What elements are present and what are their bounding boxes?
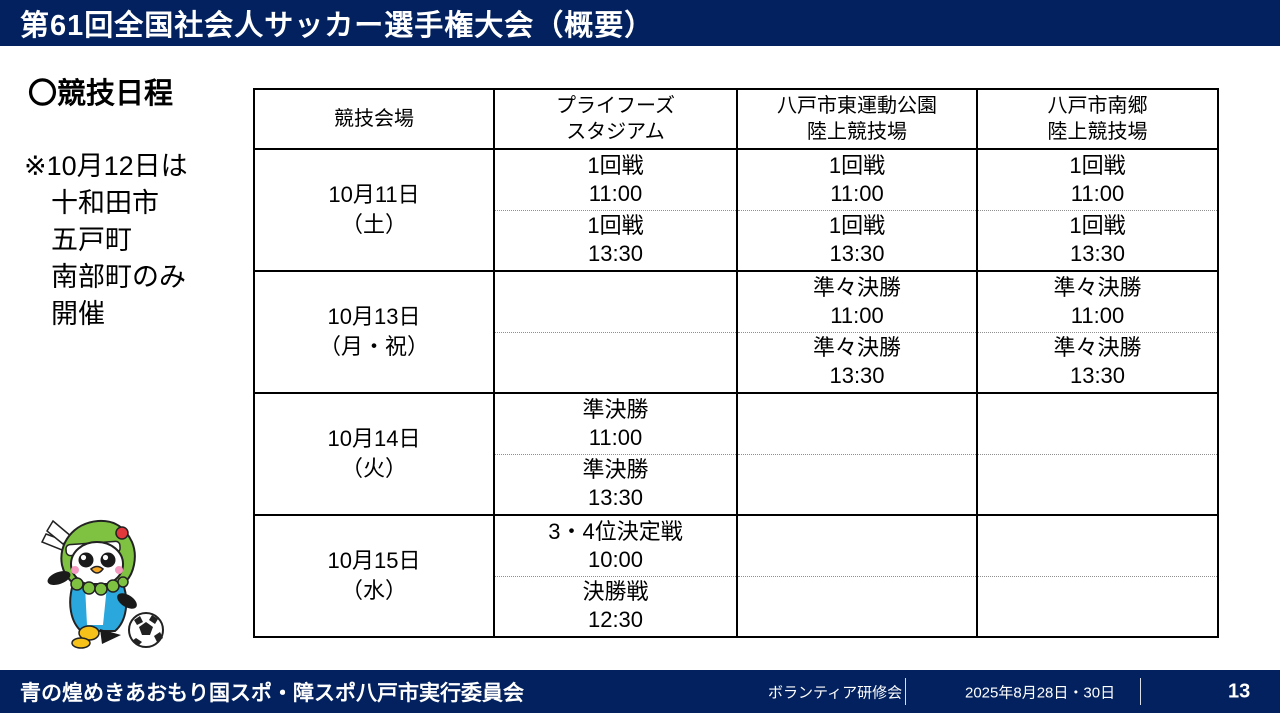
schedule-cell (976, 575, 1219, 638)
footer-divider (905, 678, 906, 705)
page-number: 13 (1228, 680, 1251, 702)
schedule-cell (976, 392, 1219, 455)
mascot-character (36, 512, 172, 660)
event-label: 1回戦 (1069, 213, 1126, 239)
schedule-cell: 1回戦 13:30 (976, 209, 1219, 272)
time-label: 11:00 (830, 180, 884, 206)
event-label: 1回戦 (587, 152, 644, 178)
time-label: 13:30 (829, 241, 885, 267)
footer-date: 2025年8月28日・30日 (965, 684, 1116, 701)
schedule-cell: 1回戦 11:00 (493, 148, 738, 211)
time-label: 11:00 (830, 302, 884, 328)
table-row: 準決勝 13:30 (254, 453, 1219, 516)
note-line: ※10月12日は (24, 151, 188, 181)
soccer-ball-icon (128, 612, 164, 648)
schedule-cell (736, 514, 978, 577)
time-label: 11:00 (588, 424, 643, 450)
time-label: 11:00 (1070, 302, 1125, 328)
table-row: 10月14日 （火） 準決勝 11:00 (253, 392, 1219, 516)
table-row: 1回戦 13:30 1回戦 13:30 1回戦 13:30 (254, 209, 1219, 272)
event-label: 準決勝 (582, 396, 649, 422)
date-cell: 10月13日 （月・祝） (253, 270, 495, 394)
schedule-cell (736, 392, 978, 455)
schedule-cell (976, 453, 1219, 516)
section-heading: 〇競技日程 (28, 78, 174, 110)
schedule-cell: 準決勝 13:30 (493, 453, 738, 516)
time-label: 13:30 (1069, 363, 1126, 389)
table-row: 10月15日 （水） 3・4位決定戦 10:00 (253, 514, 1219, 638)
column-header-venue: 競技会場 (253, 88, 495, 150)
event-label: 3・4位決定戦 (548, 518, 683, 544)
time-label: 13:30 (587, 241, 644, 267)
date-cell: 10月14日 （火） (253, 392, 495, 516)
note-line: 南部町のみ (51, 262, 186, 292)
table-row: 10月11日 （土） 1回戦 11:00 1回戦 11:00 1回戦 11:00 (253, 148, 1219, 272)
schedule-cell: 決勝戦 12:30 (493, 575, 738, 638)
schedule-cell (736, 575, 978, 638)
event-label: 準決勝 (582, 457, 649, 483)
schedule-cell: 準々決勝 13:30 (976, 331, 1219, 394)
event-label: 準々決勝 (1053, 335, 1142, 361)
schedule-cell: 1回戦 13:30 (736, 209, 978, 272)
schedule-table: 競技会場 プライフーズ スタジアム 八戸市東運動公園 陸上競技場 八戸市南郷 陸… (253, 88, 1219, 638)
table-row: 準々決勝 13:30 準々決勝 13:30 (254, 331, 1219, 394)
time-label: 11:00 (588, 180, 643, 206)
schedule-cell (976, 514, 1219, 577)
committee-name: 青の煌めきあおもり国スポ・障スポ八戸市実行委員会 (20, 681, 524, 705)
schedule-cell (493, 270, 738, 333)
schedule-cell: 3・4位決定戦 10:00 (493, 514, 738, 577)
schedule-cell: 1回戦 13:30 (493, 209, 738, 272)
note-block: ※10月12日は 十和田市 五戸町 南部町のみ 開催 (24, 148, 188, 333)
time-label: 10:00 (587, 546, 644, 572)
event-label: 準々決勝 (1053, 274, 1142, 300)
table-row: 10月13日 （月・祝） 準々決勝 11:00 準々決勝 11:00 (253, 270, 1219, 394)
schedule-cell (493, 331, 738, 394)
event-label: 1回戦 (587, 213, 644, 239)
time-label: 11:00 (1070, 180, 1125, 206)
event-label: 準々決勝 (812, 274, 901, 300)
event-label: 決勝戦 (582, 579, 649, 605)
table-row: 決勝戦 12:30 (254, 575, 1219, 638)
time-label: 13:30 (1069, 241, 1126, 267)
session-name: ボランティア研修会 (768, 684, 903, 701)
schedule-cell: 1回戦 11:00 (736, 148, 978, 211)
schedule-cell (736, 453, 978, 516)
event-label: 1回戦 (1069, 152, 1126, 178)
footer-bar: 青の煌めきあおもり国スポ・障スポ八戸市実行委員会 ボランティア研修会 2025年… (0, 670, 1280, 713)
column-header-prifoods-stadium: プライフーズ スタジアム (493, 88, 738, 150)
time-label: 13:30 (829, 363, 885, 389)
note-line: 十和田市 (51, 188, 159, 218)
schedule-cell: 準々決勝 13:30 (736, 331, 978, 394)
schedule-cell: 1回戦 11:00 (976, 148, 1219, 211)
time-label: 13:30 (587, 485, 644, 511)
event-label: 1回戦 (828, 213, 886, 239)
schedule-cell: 準々決勝 11:00 (976, 270, 1219, 333)
schedule-cell: 準々決勝 11:00 (736, 270, 978, 333)
note-line: 五戸町 (51, 225, 132, 255)
column-header-nango: 八戸市南郷 陸上競技場 (976, 88, 1219, 150)
event-label: 1回戦 (828, 152, 886, 178)
date-cell: 10月11日 （土） (253, 148, 495, 272)
table-header-row: 競技会場 プライフーズ スタジアム 八戸市東運動公園 陸上競技場 八戸市南郷 陸… (253, 88, 1219, 150)
mascot-image (40, 519, 164, 649)
time-label: 12:30 (587, 607, 644, 633)
footer-divider (1140, 678, 1141, 705)
event-label: 準々決勝 (812, 335, 901, 361)
schedule-cell: 準決勝 11:00 (493, 392, 738, 455)
note-line: 開催 (51, 299, 105, 329)
title-bar: 第61回全国社会人サッカー選手権大会（概要） (0, 0, 1280, 46)
date-cell: 10月15日 （水） (253, 514, 495, 638)
column-header-higashi-park: 八戸市東運動公園 陸上競技場 (736, 88, 978, 150)
slide-title: 第61回全国社会人サッカー選手権大会（概要） (20, 10, 655, 42)
